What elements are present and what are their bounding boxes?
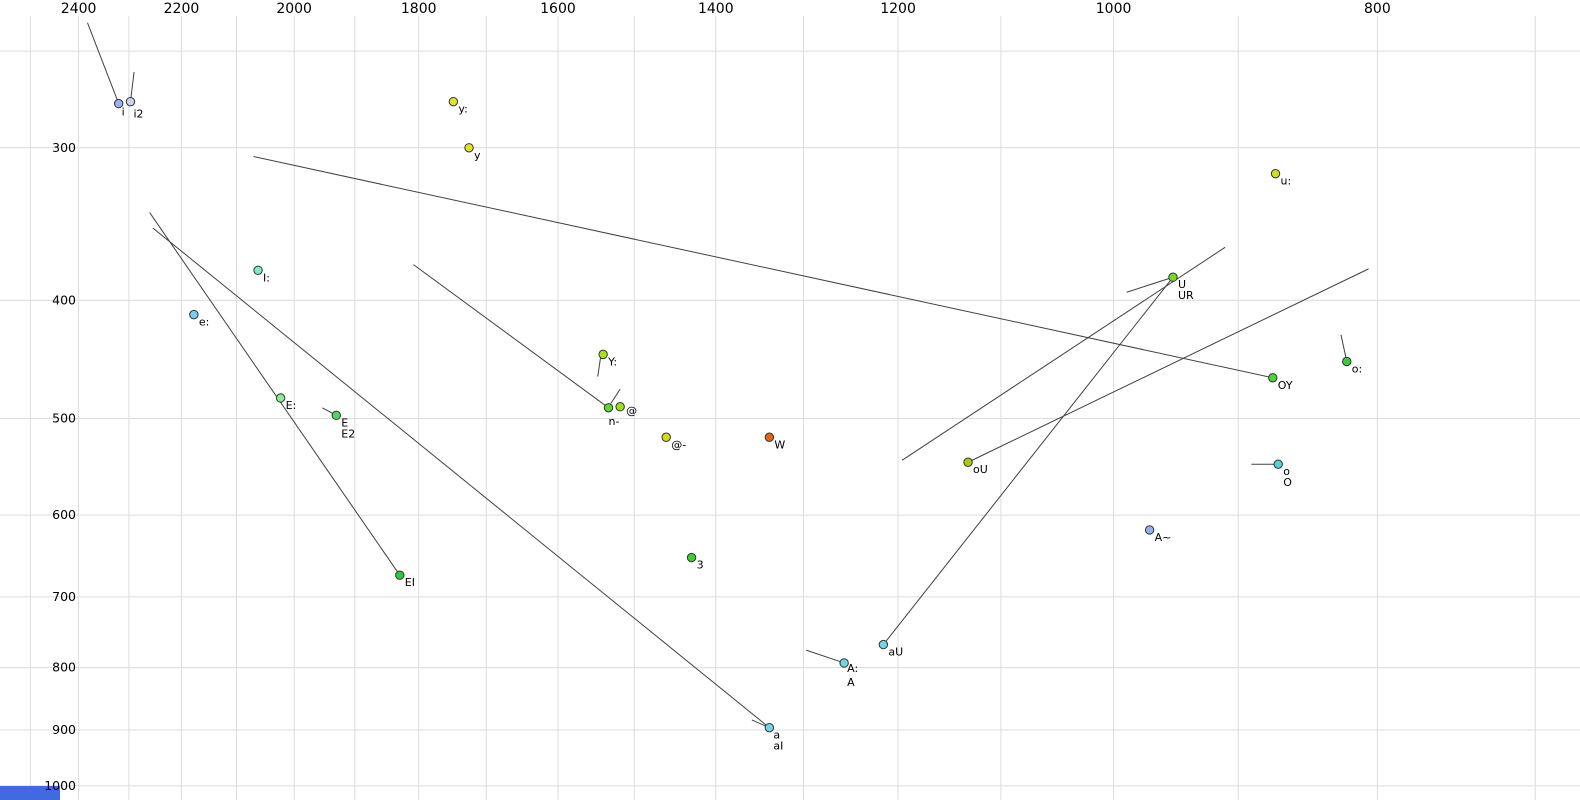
vowel-label: oU [973, 463, 988, 476]
vowel-point-E[interactable] [331, 410, 341, 421]
x-tick-label: 1400 [698, 1, 734, 17]
vowel-point-U[interactable] [1168, 272, 1178, 282]
vowel-point-A:[interactable] [839, 658, 849, 668]
vowel-label: i [122, 106, 125, 119]
vowel-point-y:[interactable] [448, 96, 459, 107]
x-tick-label: 1200 [880, 1, 916, 17]
vowel-point-o[interactable] [1273, 459, 1283, 469]
y-tick-label: 800 [52, 660, 76, 675]
vowel-label: UR [1178, 289, 1194, 302]
vowel-point-E:[interactable] [275, 393, 286, 403]
vowel-label: aI [773, 740, 783, 753]
vowel-point-Y:[interactable] [598, 349, 608, 360]
vowel-point-I:[interactable] [253, 265, 263, 275]
vowel-label: o: [1352, 362, 1362, 375]
vowel-label: @- [671, 438, 686, 451]
vowel-label: 3 [697, 559, 704, 572]
trajectory-line [413, 264, 609, 409]
y-tick-label: 300 [52, 140, 76, 155]
trajectory-line [253, 156, 1273, 379]
x-tick-label: 1000 [1096, 1, 1132, 17]
vowel-point-n-[interactable] [603, 403, 614, 413]
y-tick-label: 500 [52, 411, 76, 426]
vowel-label: y [474, 149, 481, 162]
vowel-point-EI[interactable] [395, 570, 405, 580]
vowel-point-W[interactable] [764, 432, 775, 442]
vowel-label: n- [609, 415, 620, 428]
vowel-point-u:[interactable] [1270, 168, 1281, 179]
vowel-label: O [1283, 476, 1292, 489]
y-tick-label: 700 [52, 589, 76, 604]
vowel-point-OY[interactable] [1268, 373, 1278, 383]
trajectory-line [129, 71, 135, 102]
vowel-label: @ [626, 405, 637, 418]
vowel-label: A~ [1155, 531, 1172, 544]
vowel-label: i2 [133, 108, 143, 121]
vowel-label: A: [847, 662, 858, 675]
vowel-point-3[interactable] [686, 552, 697, 563]
vowel-label: e: [199, 316, 209, 329]
y-tick-label: 400 [52, 292, 76, 307]
vowel-label: o [1283, 465, 1290, 478]
trajectory-line [901, 246, 1226, 461]
x-tick-label: 2000 [276, 1, 312, 17]
vowel-point-aU[interactable] [878, 639, 889, 650]
trajectory-line [152, 227, 770, 729]
vowel-label: I: [263, 271, 270, 284]
x-tick-label: 2400 [61, 1, 97, 17]
vowel-point-oU[interactable] [963, 457, 973, 467]
x-tick-label: 1600 [540, 1, 576, 17]
y-tick-label: 600 [52, 507, 76, 522]
vowel-point-i2[interactable] [125, 96, 136, 107]
vowel-label: a [773, 729, 780, 742]
trajectory-line [805, 649, 845, 664]
vowel-label: EI [405, 576, 415, 589]
vowel-label: E2 [341, 427, 355, 440]
vowel-point-o:[interactable] [1342, 356, 1352, 367]
x-tick-label: 2200 [164, 1, 200, 17]
vowel-label: W [774, 438, 785, 451]
vowel-point-y[interactable] [464, 143, 474, 153]
corner-widget[interactable] [0, 786, 60, 800]
vowel-point-A~[interactable] [1144, 525, 1155, 535]
vowel-label: Y: [607, 355, 617, 368]
vowel-point-@[interactable] [615, 402, 625, 412]
trajectory-line [87, 22, 120, 104]
vowel-label: A [847, 676, 855, 689]
y-tick-label: 1000 [44, 778, 76, 793]
trajectory-line [1126, 276, 1174, 293]
vowel-point-@-[interactable] [661, 432, 671, 442]
trajectory-line [149, 212, 401, 576]
vowel-point-e:[interactable] [189, 309, 199, 320]
vowel-label: OY [1278, 379, 1293, 392]
x-tick-label: 800 [1364, 1, 1391, 17]
x-tick-label: 1800 [401, 1, 437, 17]
vowel-point-a[interactable] [764, 722, 775, 733]
vowel-point-i[interactable] [113, 98, 124, 109]
vowel-label: E: [286, 399, 297, 412]
trajectory-line [967, 268, 1369, 463]
trajectory-line [610, 388, 621, 404]
vowel-label: E [341, 416, 348, 429]
vowel-label: U [1178, 278, 1186, 291]
y-tick-label: 900 [52, 722, 76, 737]
vowel-label: aU [888, 646, 903, 659]
vowel-label: y: [458, 103, 467, 116]
trajectory-line [882, 276, 1174, 645]
vowel-label: u: [1281, 175, 1292, 188]
trajectory-line [597, 355, 602, 377]
